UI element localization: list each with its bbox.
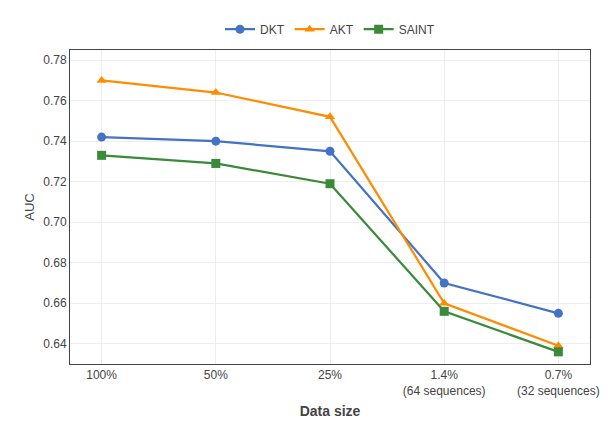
svg-text:DKT: DKT bbox=[260, 23, 285, 37]
svg-text:0.70: 0.70 bbox=[43, 215, 67, 229]
svg-text:100%: 100% bbox=[86, 368, 117, 382]
svg-text:50%: 50% bbox=[204, 368, 228, 382]
svg-text:AUC: AUC bbox=[22, 193, 37, 220]
svg-text:0.72: 0.72 bbox=[43, 175, 67, 189]
svg-text:0.78: 0.78 bbox=[43, 53, 67, 67]
svg-text:0.66: 0.66 bbox=[43, 296, 67, 310]
svg-text:1.4%(64 sequences): 1.4%(64 sequences) bbox=[403, 368, 486, 398]
svg-text:0.68: 0.68 bbox=[43, 256, 67, 270]
svg-text:0.7%(32 sequences): 0.7%(32 sequences) bbox=[517, 368, 600, 398]
svg-text:0.76: 0.76 bbox=[43, 94, 67, 108]
svg-text:AKT: AKT bbox=[330, 23, 354, 37]
svg-text:SAINT: SAINT bbox=[399, 23, 435, 37]
svg-text:0.64: 0.64 bbox=[43, 337, 67, 351]
svg-text:Data size: Data size bbox=[300, 403, 361, 419]
svg-text:25%: 25% bbox=[318, 368, 342, 382]
svg-text:0.74: 0.74 bbox=[43, 134, 67, 148]
